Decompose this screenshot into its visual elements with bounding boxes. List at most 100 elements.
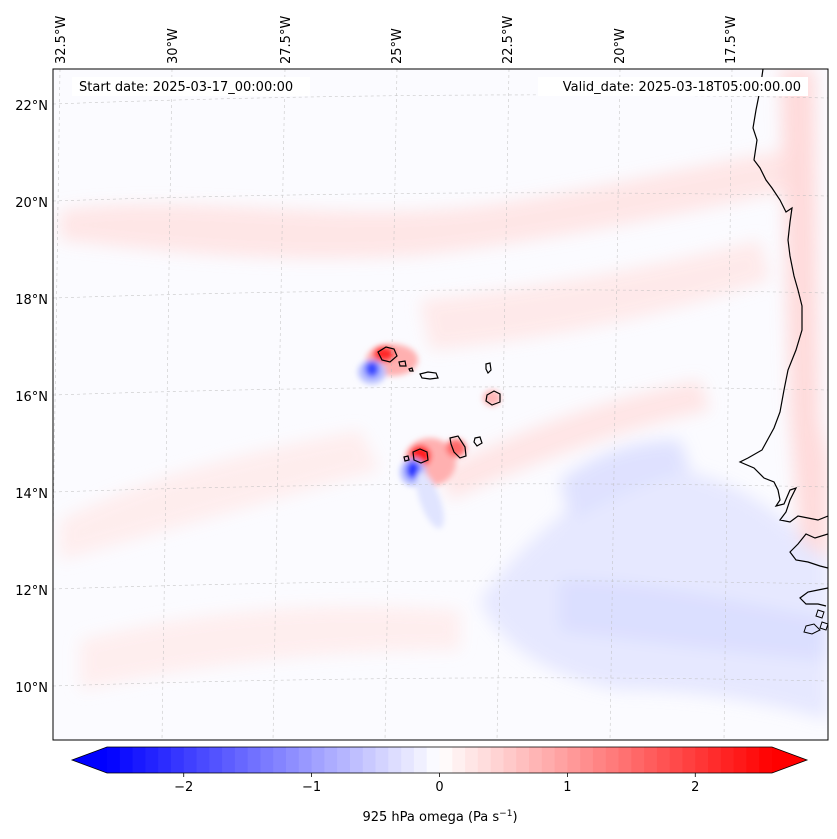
colorbar-cell [618, 747, 632, 773]
colorbar-cell [746, 747, 760, 773]
field-pink-band-north [60, 150, 790, 259]
meridian-20w [609, 69, 621, 740]
colorbar-extend-left [72, 747, 107, 773]
start-label-box [72, 77, 310, 96]
colorbar-cell [567, 747, 581, 773]
colorbar-cell [733, 747, 748, 773]
colorbar-cell [465, 747, 479, 773]
lon-label-2: 27.5°W [279, 16, 294, 64]
island-boa-vista [485, 390, 501, 406]
latitude-labels: 22°N 20°N 18°N 16°N 14°N 12°N 10°N [15, 99, 48, 696]
colorbar: −2 −1 0 1 2 925 hPa omega (Pa s−1) [70, 746, 809, 825]
colorbar-cell [222, 747, 236, 773]
colorbar-cell [426, 747, 441, 773]
lat-label-6: 10°N [15, 681, 48, 696]
colorbar-outline [70, 746, 809, 774]
colorbar-label: 925 hPa omega (Pa s−1) [362, 809, 517, 825]
colorbar-tick-label: 0 [435, 780, 443, 795]
colorbar-cell [145, 747, 159, 773]
map-panel: Start date: 2025-03-17_00:00:00 Valid_da… [52, 68, 829, 741]
omega-field [53, 69, 828, 740]
colorbar-cell [708, 747, 722, 773]
colorbar-tick-label: −2 [174, 780, 193, 795]
lon-label-6: 17.5°W [724, 16, 739, 64]
dipole-south-blue [406, 461, 420, 479]
bissagos-islands [803, 609, 828, 635]
dipole-wake-blue [416, 471, 444, 529]
colorbar-cell [644, 747, 658, 773]
colorbar-cells [107, 747, 773, 773]
colorbar-extend-right [772, 747, 807, 773]
lon-label-4: 22.5°W [501, 16, 516, 64]
colorbar-cell [158, 747, 172, 773]
colorbar-cell [183, 747, 198, 773]
meridian-17.5w [723, 69, 733, 740]
cape-verde-islands [377, 346, 501, 464]
lon-label-3: 25°W [390, 28, 405, 64]
colorbar-cell [580, 747, 594, 773]
island-santo-antao [377, 346, 398, 363]
island-brava [403, 455, 410, 462]
lat-label-5: 12°N [15, 584, 48, 599]
colorbar-cell [720, 747, 735, 773]
map-frame [52, 68, 829, 741]
colorbar-cell [119, 747, 134, 773]
island-santiago [449, 435, 467, 459]
field-pink-coastal-strip [780, 69, 828, 560]
colorbar-cell [273, 747, 287, 773]
colorbar-cell [298, 747, 313, 773]
start-date-label: Start date: 2025-03-17_00:00:00 [79, 80, 293, 95]
island-santa-luzia [408, 367, 414, 372]
colorbar-cell [592, 747, 607, 773]
longitude-labels: 32.5°W 30°W 27.5°W 25°W 22.5°W 20°W 17.5… [54, 16, 739, 64]
island-maio [473, 436, 483, 447]
valid-date-label: Valid_date: 2025-03-18T05:00:00.00 [563, 80, 801, 95]
colorbar-cell [132, 747, 146, 773]
field-blue-south [560, 580, 828, 660]
colorbar-tick-label: 1 [563, 780, 571, 795]
colorbar-cell [247, 747, 262, 773]
colorbar-cell [413, 747, 428, 773]
colorbar-cell [682, 747, 696, 773]
colorbar-cell [554, 747, 568, 773]
bissagos-coast [799, 587, 828, 607]
colorbar-cell [516, 747, 530, 773]
lat-label-2: 18°N [15, 293, 48, 308]
island-sal [485, 362, 492, 375]
colorbar-cell [439, 747, 453, 773]
african-coastline [738, 69, 828, 523]
colorbar-cell [196, 747, 210, 773]
colorbar-tick-label: 2 [691, 780, 699, 795]
island-sao-vicente [398, 360, 407, 367]
colorbar-cell [234, 747, 249, 773]
colorbar-tick-label: −1 [302, 780, 321, 795]
valid-label-box [538, 77, 808, 96]
meridian-27.5w [272, 69, 286, 740]
lon-label-1: 30°W [166, 28, 181, 64]
meridian-30w [161, 69, 173, 740]
dipole-north-red [373, 346, 395, 362]
lon-label-5: 20°W [613, 28, 628, 64]
colorbar-cell [503, 747, 517, 773]
graticule [53, 69, 828, 740]
colorbar-cell [529, 747, 543, 773]
colorbar-cell [388, 747, 402, 773]
colorbar-cell [477, 747, 492, 773]
colorbar-cell [349, 747, 364, 773]
field-pink-diagonal [440, 380, 710, 500]
lat-label-4: 14°N [15, 487, 48, 502]
colorbar-cell [107, 747, 121, 773]
lat-label-3: 16°N [15, 390, 48, 405]
island-fogo [412, 448, 429, 464]
colorbar-cell [695, 747, 709, 773]
colorbar-cell [209, 747, 223, 773]
lat-label-1: 20°N [15, 196, 48, 211]
colorbar-cell [337, 747, 351, 773]
field-blue-streak [560, 440, 690, 520]
colorbar-cell [656, 747, 671, 773]
field-pink-band-south [80, 606, 460, 690]
colorbar-cell [170, 747, 185, 773]
colorbar-cell [490, 747, 505, 773]
dipole-north-blue [365, 361, 379, 377]
